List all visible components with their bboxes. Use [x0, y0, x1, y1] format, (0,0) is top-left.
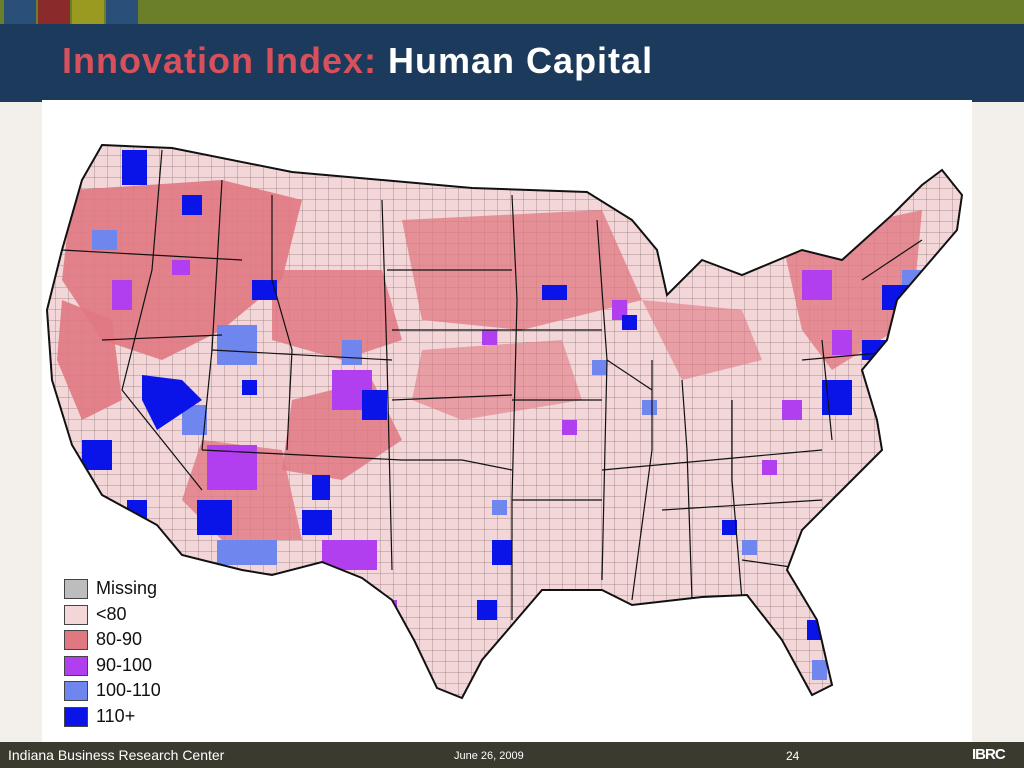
accent-square-2	[38, 0, 70, 24]
accent-square-3	[72, 0, 104, 24]
legend-label: 80-90	[96, 629, 143, 649]
legend-swatch-80-90	[64, 630, 88, 650]
legend-swatch-under-80	[64, 604, 88, 625]
title-banner	[0, 24, 1024, 102]
legend-label: 100-110	[96, 680, 161, 700]
accent-square-4	[106, 0, 138, 24]
county-fill-layer	[47, 145, 962, 698]
legend-swatch-110-plus	[64, 706, 88, 727]
title-prefix: Innovation Index:	[62, 40, 378, 81]
slide-title: Innovation Index: Human Capital	[62, 40, 653, 82]
state-boundaries	[61, 149, 923, 620]
ibrc-logo: IBRC	[972, 746, 1006, 763]
map-panel: Missing <80 80-90 90-100 100-110 110+	[42, 100, 972, 742]
legend-swatch-90-100	[64, 655, 88, 676]
footer-organization: Indiana Business Research Center	[8, 747, 225, 763]
page-number: 24	[786, 749, 800, 763]
legend-swatch-100-110	[64, 681, 88, 701]
accent-square-1	[4, 0, 36, 24]
legend-swatch-missing	[64, 579, 88, 599]
footer-bar: Indiana Business Research Center June 26…	[0, 742, 1024, 768]
legend-label: 90-100	[96, 654, 153, 675]
legend-label: Missing	[96, 578, 158, 598]
footer-date: June 26, 2009	[454, 750, 524, 762]
legend-label: <80	[96, 603, 127, 624]
title-topic: Human Capital	[388, 40, 654, 81]
us-county-map	[46, 144, 963, 699]
legend-label: 110+	[96, 705, 136, 726]
top-accent-bar	[0, 0, 1024, 24]
